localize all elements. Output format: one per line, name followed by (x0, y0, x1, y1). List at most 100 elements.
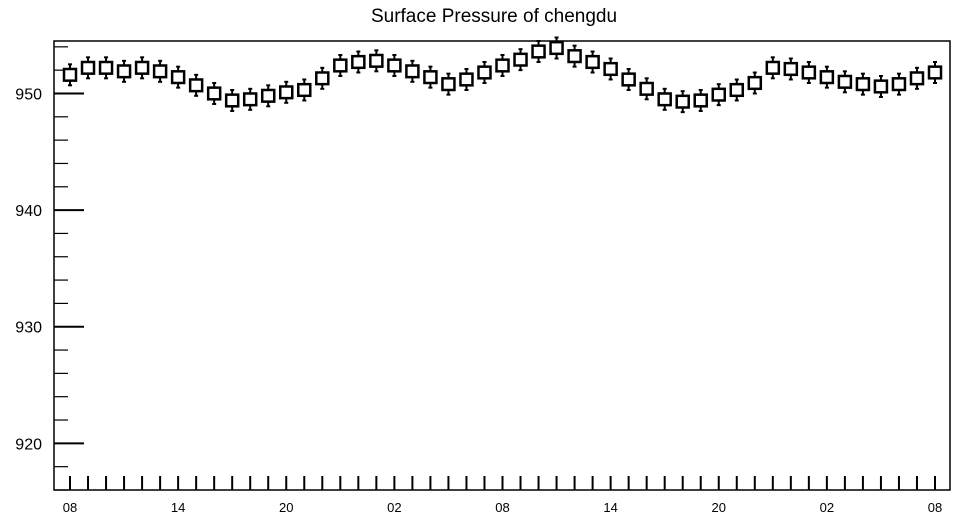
x-axis: 08 14 20 02 08 14 20 02 08 (63, 476, 942, 515)
box-body (549, 40, 564, 56)
box-body (711, 87, 726, 102)
box-body (657, 92, 672, 107)
box-body (170, 70, 186, 85)
box-body (387, 58, 402, 73)
box-body (765, 60, 781, 75)
box-body (441, 77, 456, 92)
box-body (333, 58, 348, 73)
box-body (351, 54, 366, 70)
box-body (62, 67, 78, 82)
box-plot (783, 57, 799, 81)
box-plot (891, 72, 907, 96)
box-plot (369, 49, 384, 73)
box-body (224, 93, 240, 108)
x-tick-label: 14 (171, 500, 185, 515)
box-body (188, 78, 204, 93)
box-plot (333, 53, 348, 77)
box-plot (801, 60, 817, 84)
box-plot (477, 60, 492, 84)
box-plot (711, 83, 726, 107)
box-body (639, 81, 654, 96)
box-body (927, 65, 943, 80)
box-plot (297, 78, 312, 102)
x-tick-label: 14 (603, 500, 617, 515)
box-body (513, 52, 528, 67)
box-plot (837, 70, 853, 94)
box-body (585, 54, 600, 70)
box-plot (927, 60, 943, 84)
x-tick-label: 20 (279, 500, 293, 515)
box-body (819, 70, 835, 85)
box-body (315, 71, 330, 86)
box-body (729, 82, 745, 98)
box-plot (585, 50, 600, 74)
box-body (477, 65, 492, 80)
box-plot (98, 56, 114, 80)
box-plot (567, 44, 582, 68)
box-body (855, 77, 871, 92)
box-body (423, 70, 438, 85)
x-tick-label: 20 (712, 500, 726, 515)
box-plot (405, 59, 420, 83)
box-body (621, 72, 636, 87)
y-tick-label: 930 (15, 320, 42, 337)
box-plot (657, 87, 672, 111)
y-axis: 920 930 940 950 (15, 46, 84, 491)
box-plot (116, 59, 132, 83)
box-plot (603, 57, 618, 81)
box-plot (531, 40, 546, 63)
box-plot (242, 87, 258, 111)
x-tick-label: 08 (928, 500, 942, 515)
chart-title: Surface Pressure of chengdu (371, 6, 617, 27)
box-plot (62, 63, 78, 87)
box-body (297, 82, 312, 98)
box-body (134, 60, 150, 75)
box-plot (387, 53, 402, 77)
box-plot (188, 73, 204, 97)
box-body (747, 75, 763, 91)
box-body (495, 58, 510, 73)
box-body (909, 71, 925, 86)
box-body (891, 77, 907, 92)
box-plot (152, 59, 168, 83)
box-plot (765, 56, 781, 80)
box-plot (224, 88, 240, 112)
box-body (531, 44, 546, 59)
box-body (459, 72, 474, 87)
box-body (279, 85, 294, 100)
box-body (260, 88, 276, 103)
x-tick-label: 02 (820, 500, 834, 515)
plot-frame (53, 40, 951, 491)
box-plot (873, 74, 889, 98)
x-tick-label: 08 (495, 500, 509, 515)
y-tick-label: 940 (15, 203, 42, 220)
box-body (801, 65, 817, 80)
box-body (98, 60, 114, 75)
box-plot (621, 67, 636, 91)
box-plot (170, 65, 186, 89)
box-body (837, 74, 853, 89)
box-plot (693, 88, 708, 112)
box-plot (441, 72, 456, 96)
box-plot (819, 65, 835, 89)
x-tick-label: 02 (387, 500, 401, 515)
box-body (783, 61, 799, 77)
box-body (567, 49, 582, 64)
box-plot (909, 66, 925, 90)
box-plot (549, 36, 564, 60)
box-body (152, 64, 168, 79)
box-plot (729, 78, 745, 102)
x-tick-label: 08 (63, 500, 77, 515)
box-body (405, 64, 420, 79)
box-body (369, 53, 384, 68)
box-body (675, 94, 690, 109)
box-body (80, 60, 96, 75)
box-plot (495, 53, 510, 77)
box-plot (855, 72, 871, 96)
box-plot (315, 66, 330, 90)
box-body (242, 92, 258, 107)
box-plot (513, 48, 528, 72)
box-plot (206, 81, 222, 105)
box-body (116, 64, 132, 79)
